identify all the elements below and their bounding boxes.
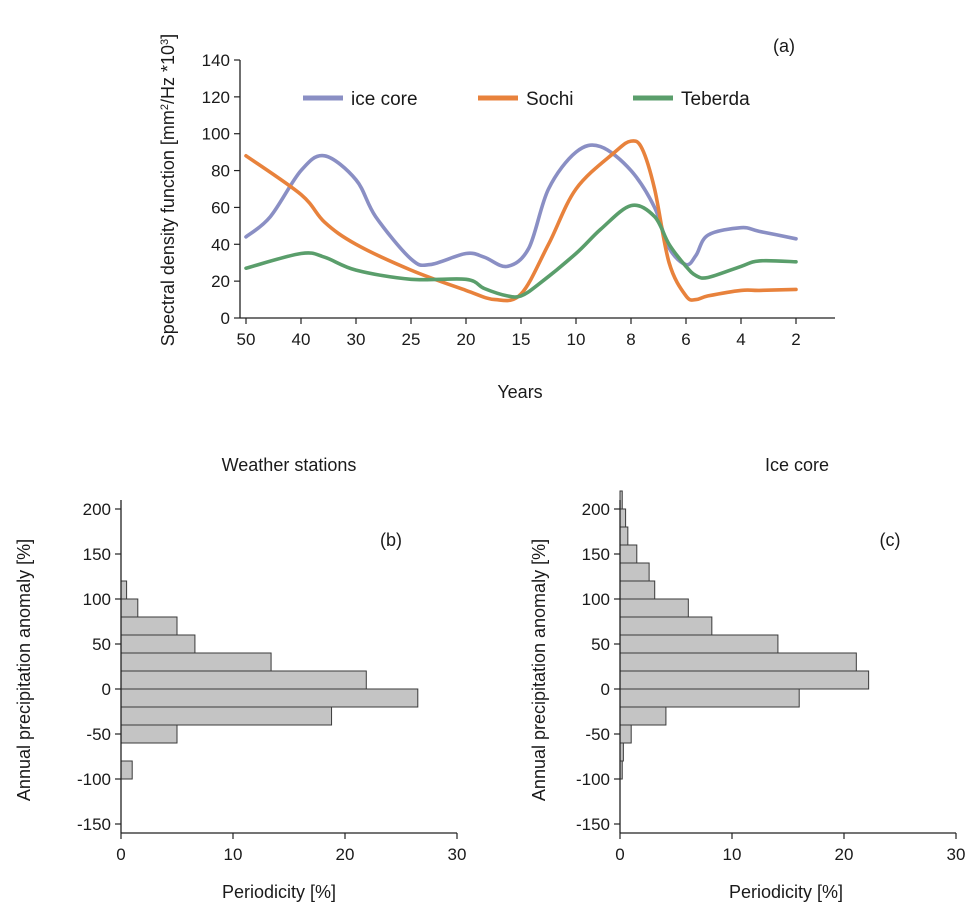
- panel-b-bar: [120, 670, 367, 690]
- panel-b-label: (b): [380, 530, 402, 550]
- panel-b-y-tick-label: -50: [86, 725, 111, 744]
- panel-c-axes: 0 10 20 30 -150 -100 -50 0 50 100 150 200: [576, 500, 965, 864]
- panel-c-y-tick-label: 0: [601, 680, 610, 699]
- panel-a-series-line-teberda: [244, 203, 798, 299]
- panel-a-legend-entry: Sochi: [526, 89, 574, 110]
- panel-c-ice-core-histogram: Ice core 0 10 20 30-150-100-50050100150200 …: [529, 455, 965, 902]
- panel-c-y-tick-label: -50: [585, 725, 610, 744]
- panel-c-x-tick-label: 20: [835, 845, 854, 864]
- panel-b-y-tick-label: 100: [83, 590, 111, 609]
- panel-c-bar: [619, 634, 779, 654]
- panel-a-legend: ice core Sochi Teberda: [303, 89, 750, 110]
- panel-c-bar: [619, 580, 656, 600]
- panel-b-y-axis-label: Annual precipitation anomaly [%]: [14, 539, 34, 801]
- panel-c-bar: [619, 526, 629, 546]
- panel-c-y-tick-label: -100: [576, 770, 610, 789]
- panel-c-y-tick-label: 50: [591, 635, 610, 654]
- panel-a-x-tick-label: 25: [402, 330, 421, 349]
- panel-b-y-tick-label: -100: [77, 770, 111, 789]
- panel-b-y-tick-label: 50: [92, 635, 111, 654]
- panel-a-y-tick-label: 120: [202, 88, 230, 107]
- panel-b-x-tick-label: 20: [336, 845, 355, 864]
- panel-a-x-axis-label: Years: [497, 382, 542, 402]
- panel-c-y-tick-label: -150: [576, 815, 610, 834]
- panel-b-x-axis-label: Periodicity [%]: [222, 882, 336, 902]
- panel-b-x-tick-label: 10: [224, 845, 243, 864]
- panel-c-x-tick-label: 10: [723, 845, 742, 864]
- panel-b-y-tick-label: -150: [77, 815, 111, 834]
- panel-a-x-tick-label: 4: [736, 330, 745, 349]
- panel-a-x-tick-label: 15: [512, 330, 531, 349]
- panel-a-axes: 0 20 40 60 80 100 120 140 50 40 30 25 20 15 10 8 6 4 2: [202, 51, 835, 349]
- panel-a-x-tick-label: 10: [567, 330, 586, 349]
- panel-c-y-tick-label: 150: [582, 545, 610, 564]
- panel-a-label: (a): [773, 36, 795, 56]
- panel-a-y-tick-label: 0: [221, 309, 230, 328]
- panel-c-bar: [619, 706, 667, 726]
- panel-c-bar: [619, 616, 713, 636]
- panel-c-bars: [619, 490, 870, 780]
- panel-b-x-tick-label: 0: [116, 845, 125, 864]
- panel-a-spectral-chart: 0 20 40 60 80 100 120 140 50 40 30 25 20 15 10 8 6 4 2 ice…: [158, 34, 835, 402]
- panel-a-y-label-part: /Hz *10: [158, 45, 178, 104]
- panel-c-bar: [619, 652, 857, 672]
- panel-a-y-tick-label: 80: [211, 162, 230, 181]
- panel-b-bar: [120, 580, 128, 600]
- panel-b-title: Weather stations: [222, 455, 357, 475]
- panel-a-y-tick-label: 140: [202, 51, 230, 70]
- panel-b-bars: [120, 580, 419, 780]
- panel-a-y-tick-label: 60: [211, 198, 230, 217]
- panel-a-y-label-part: ]: [158, 34, 178, 39]
- panel-b-bar: [120, 760, 133, 780]
- panel-a-series-lines: [244, 139, 798, 303]
- panel-c-bar: [619, 670, 870, 690]
- panel-a-y-label-superscript: 2: [159, 104, 171, 110]
- panel-a-y-label-part: Spectral density function [mm: [158, 110, 178, 346]
- panel-b-bar: [120, 634, 196, 654]
- panel-c-bar: [619, 544, 638, 564]
- panel-a-x-tick-label: 50: [237, 330, 256, 349]
- panel-c-x-axis-label: Periodicity [%]: [729, 882, 843, 902]
- panel-b-bar: [120, 652, 272, 672]
- panel-b-bar: [120, 598, 139, 618]
- panel-a-x-tick-label: 8: [626, 330, 635, 349]
- panel-b-bar: [120, 724, 178, 744]
- panel-a-y-tick-label: 100: [202, 125, 230, 144]
- panel-a-x-tick-label: 40: [292, 330, 311, 349]
- panel-a-legend-entry: Teberda: [681, 89, 750, 110]
- panel-c-x-tick-label: 0: [615, 845, 624, 864]
- panel-c-bar: [619, 508, 627, 528]
- panel-a-series-line-sochi: [244, 139, 798, 303]
- panel-c-title: Ice core: [765, 455, 829, 475]
- panel-a-x-tick-label: 6: [681, 330, 690, 349]
- panel-a-y-tick-label: 20: [211, 272, 230, 291]
- panel-a-x-tick-label: 30: [347, 330, 366, 349]
- panel-b-bar: [120, 706, 333, 726]
- panel-b-weather-stations-histogram: Weather stations 0 10 20 30 -150 -100 -50 0 50 10…: [14, 455, 466, 902]
- panel-c-bar: [619, 724, 632, 744]
- panel-b-x-tick-label: 30: [448, 845, 467, 864]
- panel-c-bar: [619, 598, 689, 618]
- panel-a-y-tick-label: 40: [211, 235, 230, 254]
- panel-b-bar: [120, 688, 419, 708]
- panel-a-y-axis-label: Spectral density function [mm2/Hz *103]: [158, 34, 178, 346]
- panel-a-x-tick-label: 2: [791, 330, 800, 349]
- panel-c-x-tick-label: 30: [947, 845, 966, 864]
- panel-c-bar: [619, 688, 800, 708]
- panel-a-x-tick-label: 20: [457, 330, 476, 349]
- panel-b-axes: 0 10 20 30 -150 -100 -50 0 50 100 150 200: [77, 500, 466, 864]
- panel-b-bar: [120, 616, 178, 636]
- panel-b-y-tick-label: 0: [102, 680, 111, 699]
- panel-c-y-tick-label: 200: [582, 500, 610, 519]
- panel-a-y-label-superscript: 3: [159, 39, 171, 45]
- panel-c-label: (c): [880, 530, 901, 550]
- panel-c-y-axis-label: Annual precipitation anomaly [%]: [529, 539, 549, 801]
- panel-c-y-tick-label: 100: [582, 590, 610, 609]
- panel-a-legend-entry: ice core: [351, 89, 418, 110]
- panel-a-series-line-ice-core: [244, 143, 798, 269]
- panel-b-y-tick-label: 150: [83, 545, 111, 564]
- panel-c-bar: [619, 562, 650, 582]
- panel-b-y-tick-label: 200: [83, 500, 111, 519]
